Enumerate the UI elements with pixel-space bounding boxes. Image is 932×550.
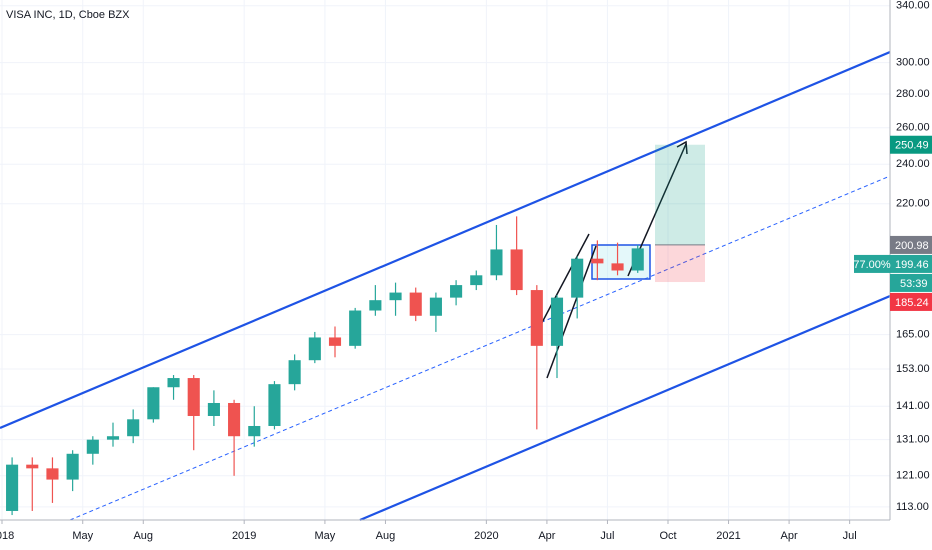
candle-body xyxy=(228,402,241,437)
wedge-line xyxy=(546,245,597,379)
price-label-box xyxy=(890,254,932,273)
y-tick-label: 153.00 xyxy=(896,363,930,375)
position-box xyxy=(655,144,705,283)
y-tick-label: 141.00 xyxy=(896,400,930,412)
channel-mid xyxy=(69,175,891,521)
price-label: 200.98 xyxy=(895,240,929,252)
price-label-box xyxy=(890,292,932,311)
y-tick-label: 240.00 xyxy=(896,158,930,170)
x-tick-label: Oct xyxy=(659,530,676,542)
candle-body xyxy=(429,297,442,316)
change-label: 77.00% xyxy=(853,259,891,271)
candle-body xyxy=(66,453,79,480)
y-tick-label: 131.00 xyxy=(896,434,930,446)
candle-body xyxy=(591,258,604,264)
candle-body xyxy=(6,464,19,511)
candles xyxy=(6,216,644,516)
candle-body xyxy=(328,337,342,346)
candle-body xyxy=(450,285,463,298)
candle-body xyxy=(550,297,564,346)
x-tick-label: 2018 xyxy=(0,530,14,542)
price-label-box xyxy=(890,235,932,254)
y-tick-label: 280.00 xyxy=(896,88,930,100)
y-tick-label: 121.00 xyxy=(896,470,930,482)
y-tick-label: 113.00 xyxy=(896,501,929,513)
grid xyxy=(0,0,890,520)
candle-body xyxy=(268,384,281,426)
candle-body xyxy=(288,360,301,385)
candle-body xyxy=(86,439,99,454)
candle-body xyxy=(470,275,483,286)
candle-body xyxy=(510,249,523,291)
price-label-box xyxy=(890,135,932,154)
x-tick-label: May xyxy=(72,530,93,542)
price-label: 185.24 xyxy=(895,297,929,309)
candle-body xyxy=(248,425,261,437)
stop-zone xyxy=(655,244,705,283)
y-tick-label: 300.00 xyxy=(896,57,930,69)
candle-body xyxy=(187,378,200,416)
target-zone xyxy=(655,144,705,245)
candle-body xyxy=(530,290,543,346)
candle-body xyxy=(207,402,220,416)
y-tick-label: 165.00 xyxy=(896,329,930,341)
x-tick-label: May xyxy=(315,530,336,542)
candle-body xyxy=(490,249,503,276)
candle-body xyxy=(349,310,362,346)
price-label: 199.46 xyxy=(895,259,929,271)
candle-body xyxy=(308,337,321,361)
candle-body xyxy=(46,468,59,480)
x-tick-label: Aug xyxy=(376,530,396,542)
arrow-head xyxy=(676,140,688,155)
candle-body xyxy=(106,436,120,440)
y-tick-label: 260.00 xyxy=(896,122,930,134)
candle-body xyxy=(631,248,644,271)
x-tick-label: Apr xyxy=(781,530,798,542)
candle-body xyxy=(409,292,422,316)
price-label: 250.49 xyxy=(895,140,929,152)
channel-upper xyxy=(0,50,891,430)
candle-body xyxy=(147,387,160,420)
candle-body xyxy=(167,378,180,388)
change-label-box xyxy=(854,254,890,273)
candle-body xyxy=(389,292,402,301)
countdown-box xyxy=(890,273,932,292)
x-tick-label: Apr xyxy=(538,530,555,542)
y-tick-label: 220.00 xyxy=(896,198,930,210)
x-tick-label: 2021 xyxy=(716,530,740,542)
x-tick-label: Jul xyxy=(600,530,614,542)
y-tick-label: 340.00 xyxy=(896,0,930,12)
candle-body xyxy=(611,263,624,271)
countdown: 53:39 xyxy=(900,278,928,290)
candle-body xyxy=(127,419,140,437)
chart-title: VISA INC, 1D, Cboe BZX xyxy=(6,9,130,21)
x-tick-label: 2019 xyxy=(232,530,256,542)
candle-body xyxy=(571,258,584,298)
x-tick-label: 2020 xyxy=(474,530,498,542)
candle-body xyxy=(369,300,382,311)
candle-body xyxy=(26,464,39,469)
wedge-line xyxy=(536,233,590,333)
channel-lower xyxy=(359,294,891,522)
x-tick-label: Aug xyxy=(133,530,153,542)
x-tick-label: Jul xyxy=(843,530,857,542)
